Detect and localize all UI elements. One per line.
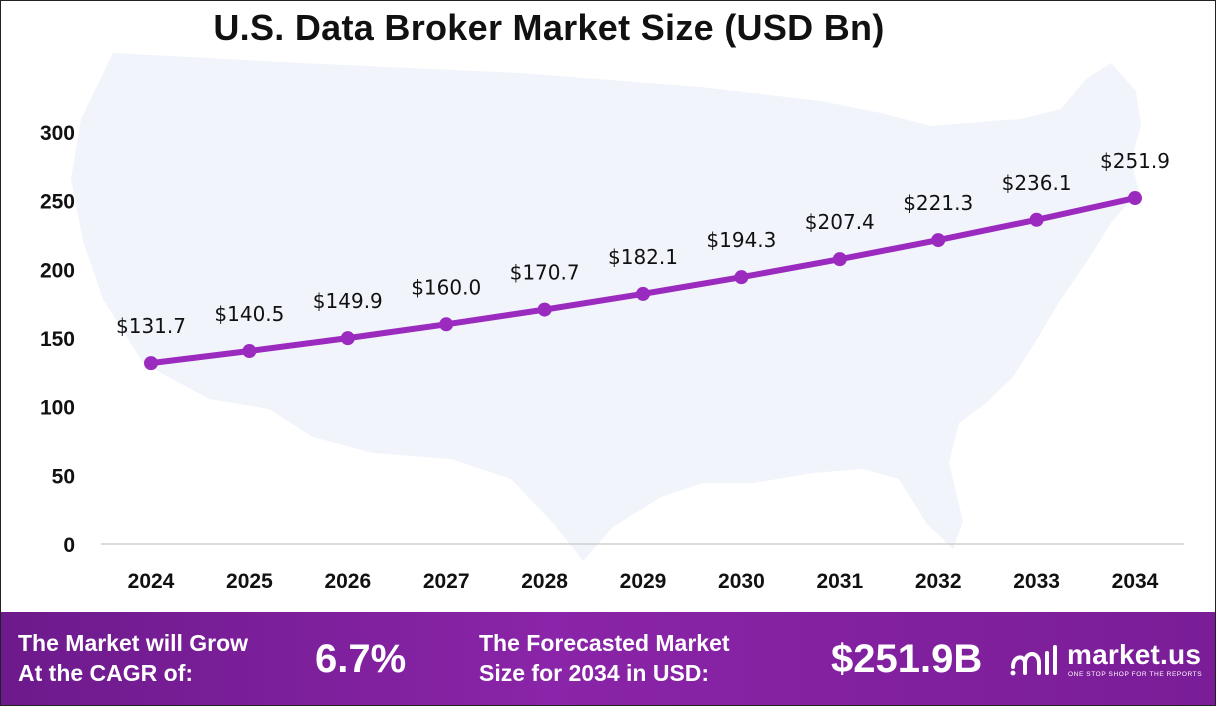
cagr-value: 6.7% <box>315 637 407 681</box>
y-tick-label: 50 <box>52 465 75 488</box>
brand-tagline: ONE STOP SHOP FOR THE REPORTS <box>1068 671 1203 678</box>
data-point <box>636 286 650 301</box>
x-tick-label: 2029 <box>620 570 667 593</box>
x-tick-label: 2025 <box>226 570 273 593</box>
data-point <box>144 356 158 371</box>
data-point <box>242 344 257 359</box>
x-tick-label: 2031 <box>816 570 863 593</box>
cagr-label-line1: The Market will Grow <box>18 630 249 656</box>
data-points <box>144 191 1142 371</box>
y-tick-label: 100 <box>40 397 75 420</box>
data-label: $221.3 <box>903 191 973 215</box>
data-point <box>537 302 552 317</box>
x-tick-label: 2030 <box>718 570 765 593</box>
brand-logo[interactable]: market.us ONE STOP SHOP FOR THE REPORTS <box>1009 637 1209 687</box>
chart-title: U.S. Data Broker Market Size (USD Bn) <box>213 7 885 48</box>
y-tick-label: 150 <box>40 328 75 351</box>
y-tick-label: 200 <box>40 259 75 282</box>
data-label: $251.9 <box>1100 149 1170 173</box>
x-tick-label: 2032 <box>915 570 962 593</box>
x-tick-label: 2028 <box>521 570 568 593</box>
brand-name: market.us <box>1067 639 1202 670</box>
x-tick-label: 2033 <box>1013 570 1060 593</box>
forecast-label-line1: The Forecasted Market <box>479 630 730 656</box>
data-label: $140.5 <box>214 302 284 326</box>
y-tick-label: 300 <box>40 122 75 145</box>
market-us-logo-icon <box>1010 645 1057 676</box>
data-label: $131.7 <box>116 314 186 338</box>
y-tick-label: 250 <box>40 191 75 214</box>
y-axis-ticks: 0 50 100 150 200 250 300 <box>40 122 75 557</box>
x-tick-label: 2027 <box>423 570 470 593</box>
data-label: $207.4 <box>805 210 875 234</box>
x-tick-label: 2034 <box>1112 570 1159 593</box>
data-point <box>340 331 355 346</box>
data-point <box>439 317 454 332</box>
data-point <box>1128 191 1142 206</box>
cagr-label-line2: At the CAGR of: <box>18 660 194 686</box>
data-point <box>931 233 946 248</box>
x-tick-label: 2026 <box>324 570 371 593</box>
forecast-value: $251.9B <box>831 637 983 681</box>
x-axis-ticks: 2024 2025 2026 2027 2028 2029 2030 2031 2032 2033… <box>128 570 1159 593</box>
data-label: $182.1 <box>608 245 678 269</box>
summary-bar: The Market will Grow At the CAGR of: 6.7… <box>1 612 1215 705</box>
data-label: $149.9 <box>313 289 383 313</box>
data-point <box>1029 212 1044 227</box>
data-point <box>832 252 847 267</box>
data-label: $170.7 <box>510 261 580 285</box>
data-label: $236.1 <box>1002 171 1072 195</box>
y-tick-label: 0 <box>63 534 75 557</box>
cagr-label: The Market will Grow At the CAGR of: <box>18 628 248 688</box>
data-point <box>734 270 749 285</box>
data-labels: $131.7 $140.5 $149.9 $160.0 $170.7 $182.1 $194… <box>116 149 1170 338</box>
data-label: $160.0 <box>411 275 481 299</box>
usa-map-background <box>71 53 1141 561</box>
forecast-label-line2: Size for 2034 in USD: <box>479 660 710 686</box>
forecast-label: The Forecasted Market Size for 2034 in U… <box>479 628 730 688</box>
data-label: $194.3 <box>706 228 776 252</box>
x-tick-label: 2024 <box>128 570 175 593</box>
